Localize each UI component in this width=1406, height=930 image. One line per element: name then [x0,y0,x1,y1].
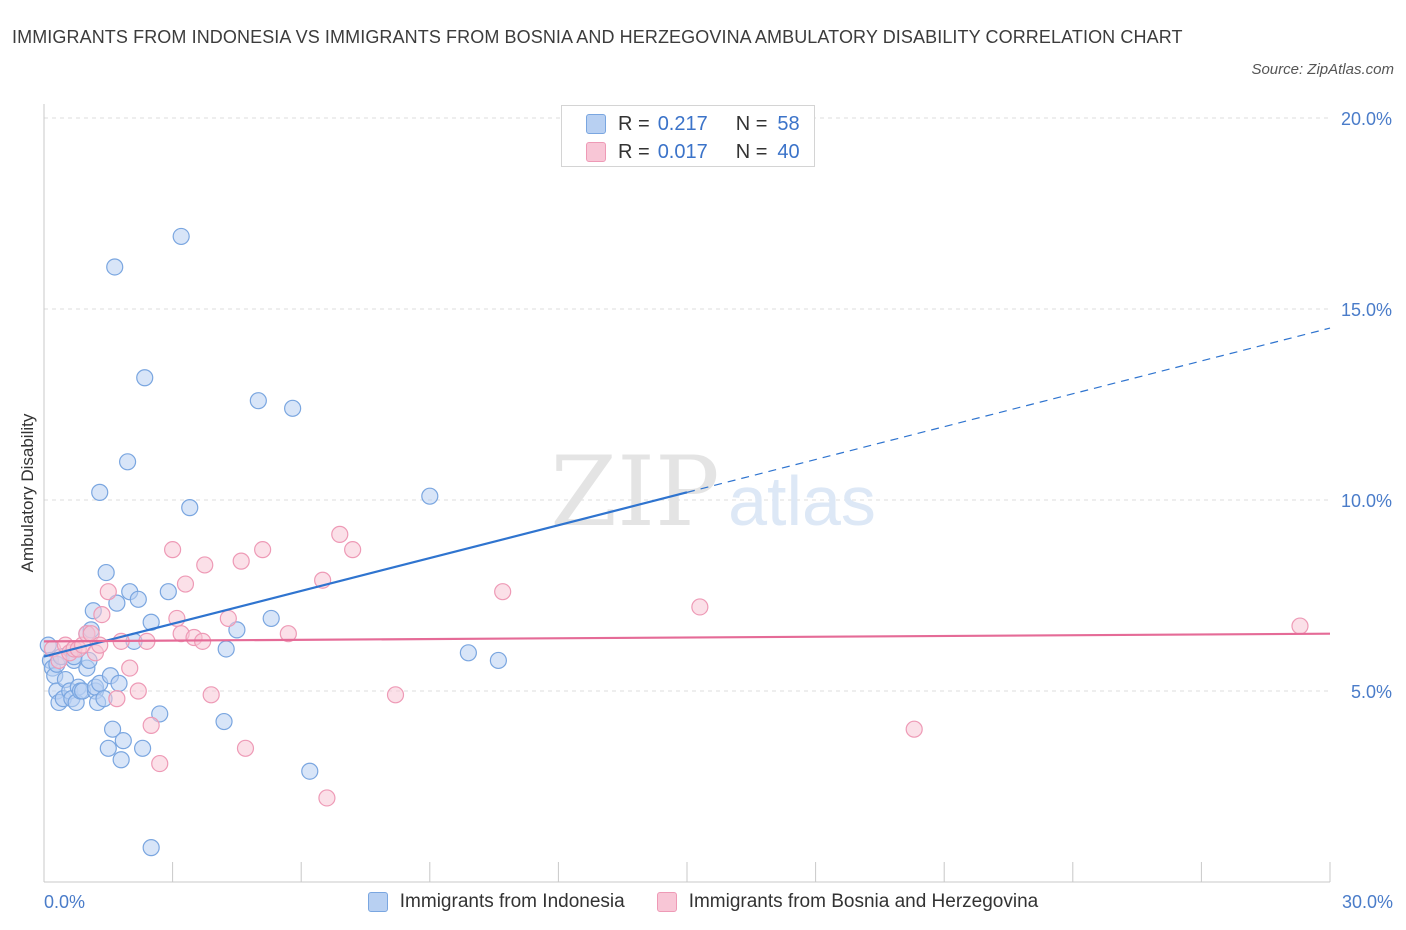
bosnia-point [91,636,109,654]
n-value: 40 [777,140,800,163]
r-label: R = [618,112,650,135]
source-credit: Source: ZipAtlas.com [1251,61,1394,78]
indonesia-point [99,739,117,757]
indonesia-point [108,594,126,612]
indonesia-point [228,621,246,639]
y-axis-title: Ambulatory Disability [18,413,37,573]
bosnia-point [232,552,250,570]
bosnia-point [279,625,297,643]
indonesia-point [133,739,152,757]
legend-item-indonesia[interactable]: Immigrants from Indonesia [367,891,625,913]
bosnia-point [1291,617,1309,635]
stats-legend: R = 0.217 N = 58 R = 0.017 N = 40 [561,105,815,167]
indonesia-point [217,640,235,658]
bosnia-point [494,583,512,601]
y-tick-label: 10.0% [1341,491,1392,511]
indonesia-point [284,399,302,417]
indonesia-point [215,712,233,731]
bosnia-point [129,682,147,700]
bosnia-point [691,598,709,616]
bosnia-point [196,556,214,574]
n-label: N = [735,140,768,163]
bosnia-point [176,575,195,593]
stats-row-indonesia: R = 0.217 N = 58 [586,110,800,138]
watermark-zip: ZIP [550,436,719,548]
n-label: N = [735,112,768,135]
indonesia-point [142,839,160,857]
indonesia-point [151,705,169,723]
indonesia-point [262,609,280,628]
bosnia-swatch [586,142,606,162]
indonesia-trend-line [43,491,688,658]
bosnia-point [99,583,117,601]
bosnia-point [344,541,362,559]
indonesia-point [489,651,507,670]
x-tick-label: 0.0% [44,892,85,912]
legend-label: Immigrants from Bosnia and Herzegovina [688,891,1039,912]
indonesia-point [249,392,267,410]
bosnia-point [93,605,111,624]
y-tick-label: 5.0% [1351,682,1392,702]
r-label: R = [618,140,650,163]
watermark: ZIP atlas [550,436,876,548]
indonesia-trend-extension [686,327,1331,493]
indonesia-point [118,453,137,471]
indonesia-point [114,732,132,750]
bosnia-point [151,754,169,773]
y-tick-label: 15.0% [1341,300,1392,320]
indonesia-point [129,590,147,608]
indonesia-point [136,369,154,387]
indonesia-point [112,751,130,769]
indonesia-point [459,644,477,662]
tick-labels: 5.0% 10.0% 15.0% 20.0% 0.0% 30.0% [44,109,1393,912]
indonesia-point [103,720,122,738]
bosnia-trend-line [43,632,1331,643]
bosnia-point [121,659,139,677]
bosnia-legend-swatch [656,892,677,912]
x-tick-label: 30.0% [1342,892,1393,912]
y-tick-label: 20.0% [1341,109,1392,129]
indonesia-point [172,227,190,246]
n-value: 58 [777,112,800,135]
indonesia-legend-swatch [367,892,388,912]
indonesia-point [106,258,124,276]
legend-label: Immigrants from Indonesia [399,891,625,912]
indonesia-point [421,487,439,505]
bosnia-point [164,541,182,559]
bosnia-point [236,739,255,757]
bosnia-point [219,609,237,628]
indonesia-point [91,483,109,501]
indonesia-point [301,762,319,780]
indonesia-point [97,563,115,582]
stats-row-bosnia: R = 0.017 N = 40 [586,138,800,166]
indonesia-swatch [586,114,606,134]
axes [43,104,1331,883]
r-value: 0.017 [657,140,708,163]
bosnia-point [386,686,405,704]
bosnia-point [318,789,336,807]
bosnia-point [905,720,923,738]
watermark-atlas: atlas [728,462,876,540]
indonesia-point [159,583,177,601]
series-legend: Immigrants from Indonesia Immigrants fro… [0,889,1406,915]
gridlines [44,117,1330,692]
r-value: 0.217 [657,112,708,135]
bosnia-point [331,525,349,543]
bosnia-point [202,686,220,704]
indonesia-point [181,499,199,517]
bosnia-point [142,716,160,734]
indonesia-point [110,674,128,692]
bosnia-point [254,541,272,559]
legend-item-bosnia[interactable]: Immigrants from Bosnia and Herzegovina [656,891,1039,913]
bosnia-point [108,690,126,708]
chart-title: IMMIGRANTS FROM INDONESIA VS IMMIGRANTS … [12,27,1183,47]
trend-lines [43,327,1331,658]
